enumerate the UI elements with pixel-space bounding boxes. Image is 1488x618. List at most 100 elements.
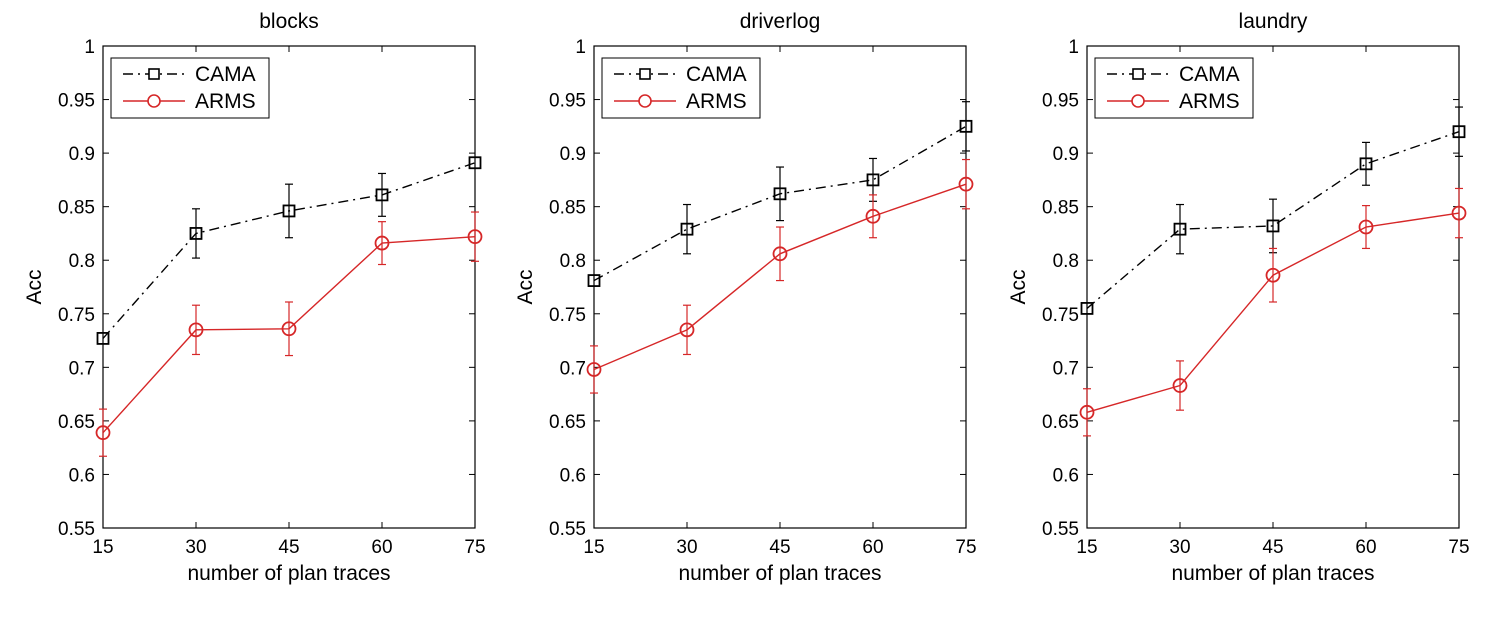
x-tick-label: 75 <box>1448 537 1469 558</box>
x-tick-label: 15 <box>1076 537 1097 558</box>
x-tick-label: 30 <box>185 537 206 558</box>
data-point-circle <box>1451 205 1467 221</box>
y-tick-label: 0.65 <box>1042 412 1079 433</box>
legend: CAMA ARMS <box>110 57 270 119</box>
y-tick-label: 0.9 <box>69 144 95 165</box>
legend-label: ARMS <box>195 90 256 113</box>
x-axis-label: number of plan traces <box>187 562 390 585</box>
x-tick-label: 75 <box>464 537 485 558</box>
legend-marker-circle <box>1131 94 1145 108</box>
y-tick-label: 0.9 <box>1053 144 1079 165</box>
series-CAMA <box>96 156 482 345</box>
y-tick-label: 0.8 <box>1053 251 1079 272</box>
y-tick-label: 1 <box>575 37 586 58</box>
data-point-circle <box>95 425 111 441</box>
data-point-square <box>96 332 110 345</box>
series-ARMS <box>1079 187 1467 437</box>
y-tick-label: 0.7 <box>560 358 586 379</box>
data-point-square <box>189 227 203 240</box>
y-tick-label: 1 <box>1068 37 1079 58</box>
y-tick-label: 0.75 <box>549 305 586 326</box>
data-point-square <box>375 188 389 202</box>
data-point-square <box>468 156 482 170</box>
legend-marker-square <box>1132 68 1144 80</box>
y-tick-label: 0.6 <box>560 465 586 486</box>
data-point-square <box>1266 219 1280 233</box>
data-point-circle <box>1265 267 1281 283</box>
x-tick-label: 60 <box>1355 537 1376 558</box>
legend-marker-square <box>639 68 651 80</box>
legend-marker-circle <box>638 94 652 108</box>
chart-panel-laundry: laundry 0.55 0.6 0.65 0.7 0.75 0.8 0.85 0.9 0.95 1… <box>1007 10 1470 585</box>
legend-label: ARMS <box>1179 90 1240 113</box>
data-point-circle <box>865 208 881 224</box>
data-point-square <box>959 119 973 133</box>
legend-label: CAMA <box>195 63 256 86</box>
x-tick-label: 45 <box>1262 537 1283 558</box>
y-tick-label: 0.85 <box>549 198 586 219</box>
y-tick-label: 0.55 <box>1042 519 1079 540</box>
y-tick-label: 0.7 <box>1053 358 1079 379</box>
y-axis-label: Acc <box>514 269 537 304</box>
data-point-circle <box>958 176 974 192</box>
y-tick-label: 0.75 <box>58 305 95 326</box>
x-tick-label: 15 <box>92 537 113 558</box>
data-point-circle <box>467 229 483 245</box>
series-CAMA <box>587 101 973 287</box>
series-CAMA <box>1080 106 1466 315</box>
chart-title: driverlog <box>740 10 821 33</box>
data-point-square <box>866 173 880 187</box>
legend-label: ARMS <box>686 90 747 113</box>
x-axis-label: number of plan traces <box>1171 562 1374 585</box>
legend-label: CAMA <box>686 63 747 86</box>
legend-box <box>601 57 761 119</box>
series-ARMS <box>586 158 974 394</box>
legend-marker-circle <box>147 94 161 108</box>
x-tick-label: 60 <box>371 537 392 558</box>
y-tick-label: 0.65 <box>58 412 95 433</box>
data-point-circle <box>374 235 390 251</box>
x-tick-label: 75 <box>955 537 976 558</box>
data-point-square <box>773 187 787 201</box>
data-point-square <box>680 222 694 236</box>
data-point-square <box>282 204 296 218</box>
data-point-circle <box>679 322 695 338</box>
chart-panel-driverlog: driverlog 0.55 0.6 0.65 0.7 0.75 0.8 0.85 0.9 0.9… <box>514 10 977 585</box>
data-point-circle <box>281 321 297 337</box>
legend-box <box>1094 57 1254 119</box>
data-point-square <box>1080 302 1094 315</box>
x-tick-label: 30 <box>1169 537 1190 558</box>
x-tick-label: 45 <box>769 537 790 558</box>
y-tick-label: 0.8 <box>560 251 586 272</box>
x-tick-label: 45 <box>278 537 299 558</box>
x-tick-label: 60 <box>862 537 883 558</box>
data-point-circle <box>1079 404 1095 420</box>
data-point-circle <box>1172 378 1188 393</box>
y-tick-label: 0.95 <box>549 91 586 112</box>
x-axis-label: number of plan traces <box>678 562 881 585</box>
y-tick-label: 0.7 <box>69 358 95 379</box>
legend-label: CAMA <box>1179 63 1240 86</box>
y-tick-label: 0.95 <box>1042 91 1079 112</box>
y-tick-label: 0.75 <box>1042 305 1079 326</box>
data-point-square <box>587 274 601 287</box>
data-point-circle <box>1358 219 1374 235</box>
data-point-square <box>1452 125 1466 139</box>
y-tick-label: 0.9 <box>560 144 586 165</box>
series-ARMS <box>95 211 483 457</box>
data-point-square <box>1173 222 1187 236</box>
legend: CAMA ARMS <box>1094 57 1254 119</box>
chart-title: blocks <box>259 10 319 33</box>
y-tick-label: 0.55 <box>58 519 95 540</box>
y-tick-label: 0.85 <box>1042 198 1079 219</box>
y-axis-label: Acc <box>1007 269 1030 304</box>
y-tick-label: 0.95 <box>58 91 95 112</box>
data-point-circle <box>586 362 602 377</box>
y-tick-label: 0.85 <box>58 198 95 219</box>
y-tick-label: 0.6 <box>69 465 95 486</box>
x-tick-label: 30 <box>676 537 697 558</box>
legend: CAMA ARMS <box>601 57 761 119</box>
chart-panel-blocks: blocks 0.55 0.6 0.65 0.7 0.75 0.8 0.85 0.9 0.95 1 1… <box>23 10 486 585</box>
